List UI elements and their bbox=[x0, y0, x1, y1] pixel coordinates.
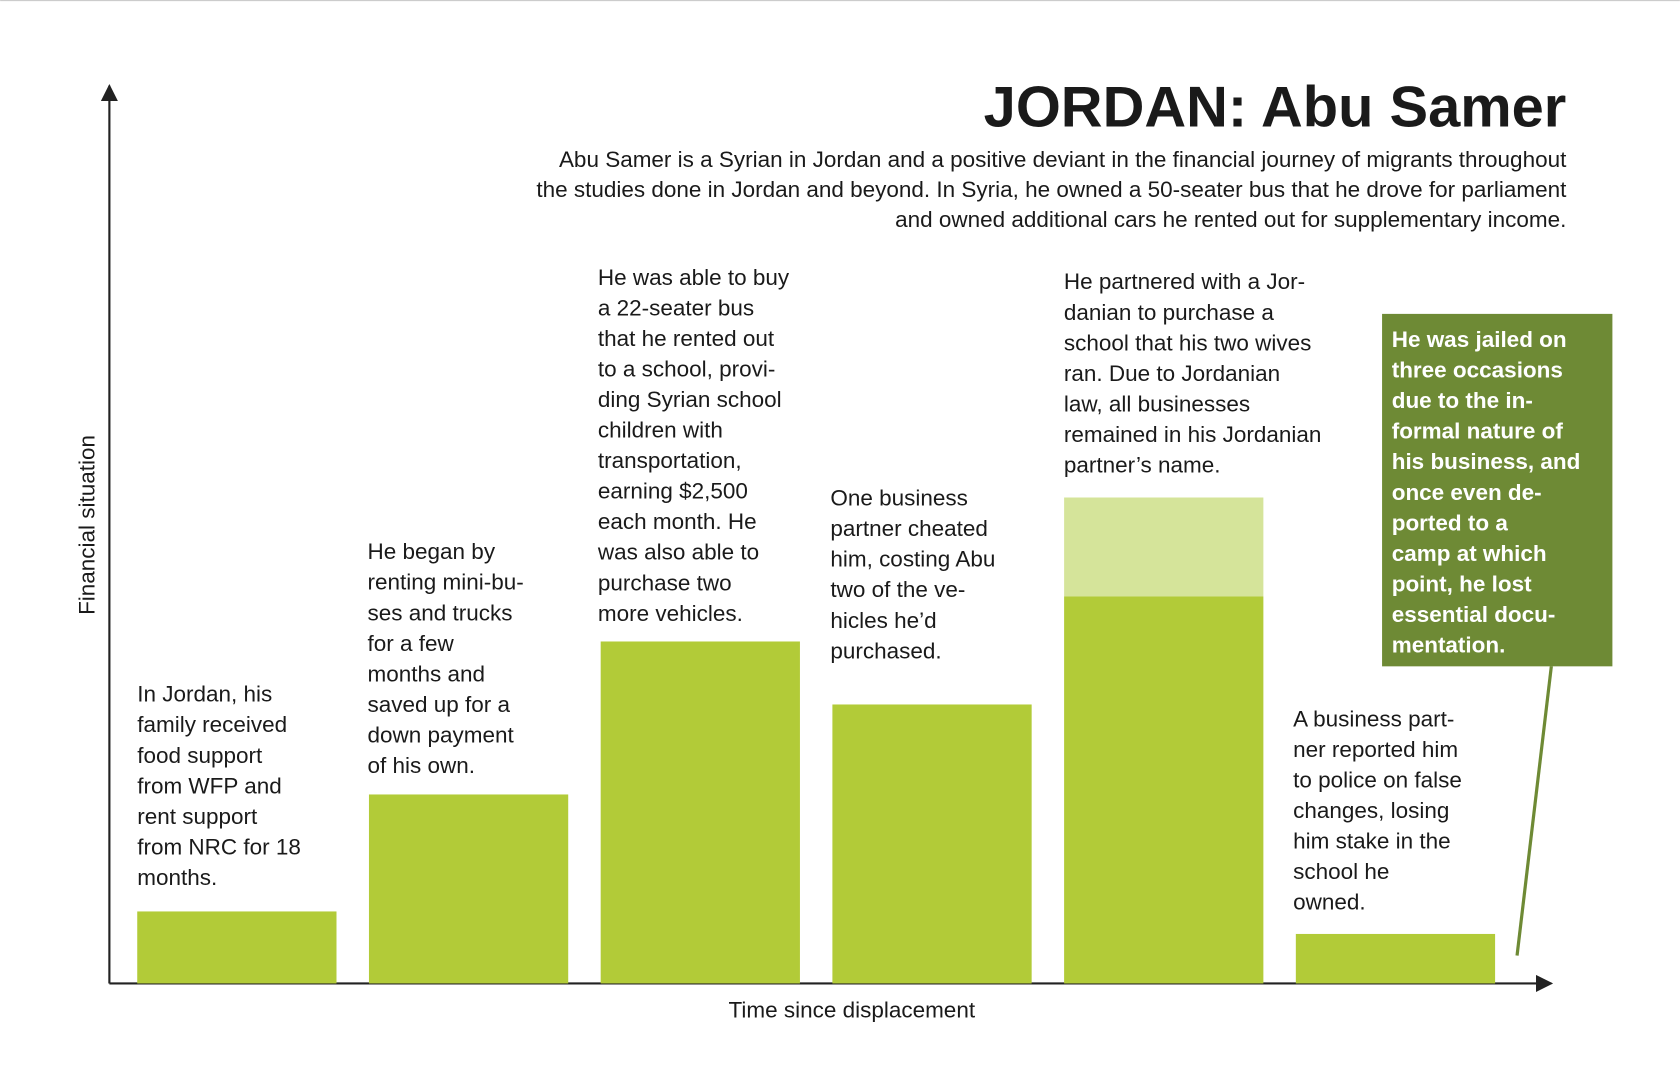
annotation-line: of his own. bbox=[368, 753, 475, 778]
annotation-line: remained in his Jordanian bbox=[1064, 422, 1321, 447]
annotation-line: two of the ve- bbox=[830, 577, 965, 602]
annotation-line: school he bbox=[1293, 859, 1389, 884]
annotation-line: for a few bbox=[368, 631, 455, 656]
callout-line: He was jailed on bbox=[1392, 327, 1567, 352]
callout-pointer bbox=[1515, 666, 1553, 956]
annotation-line: months. bbox=[137, 865, 217, 890]
annotation-line: ding Syrian school bbox=[598, 387, 782, 412]
annotation-line: children with bbox=[598, 418, 723, 443]
annotation-line: food support bbox=[137, 743, 263, 768]
callout-line: formal nature of bbox=[1392, 419, 1564, 444]
annotation-line: was also able to bbox=[597, 540, 759, 565]
annotation-line: family received bbox=[137, 712, 287, 737]
annotation-line: from NRC for 18 bbox=[137, 834, 301, 859]
annotation-line: purchased. bbox=[830, 638, 941, 663]
callout-line: ported to a bbox=[1392, 510, 1509, 535]
annotation-line: partner cheated bbox=[830, 516, 988, 541]
callout-line: his business, and bbox=[1392, 449, 1581, 474]
annotation-line: to a school, provi- bbox=[598, 357, 775, 382]
bar bbox=[1064, 497, 1264, 597]
annotation-line: school that his two wives bbox=[1064, 330, 1311, 355]
subtitle-line: and owned additional cars he rented out … bbox=[895, 207, 1566, 232]
annotation-line: He partnered with a Jor- bbox=[1064, 269, 1305, 294]
bar bbox=[368, 794, 569, 984]
annotation-line: law, all businesses bbox=[1064, 391, 1250, 416]
annotation-line: transportation, bbox=[598, 448, 742, 473]
annotation-line: that he rented out bbox=[598, 326, 775, 351]
annotation-line: partner’s name. bbox=[1064, 452, 1221, 477]
bar bbox=[137, 911, 337, 984]
annotation-line: changes, losing bbox=[1293, 798, 1449, 823]
annotation-line: He began by bbox=[368, 539, 496, 564]
annotation-line: ner reported him bbox=[1293, 737, 1458, 762]
bar bbox=[832, 704, 1032, 984]
callout-box bbox=[1382, 313, 1613, 667]
x-axis-label: Time since displacement bbox=[728, 998, 975, 1023]
annotation-line: each month. He bbox=[598, 509, 757, 534]
annotation-line: danian to purchase a bbox=[1064, 300, 1275, 325]
callout-line: three occasions bbox=[1392, 358, 1563, 383]
annotation-line: In Jordan, his bbox=[137, 682, 272, 707]
callout-line: due to the in- bbox=[1392, 388, 1533, 413]
annotation-line: He was able to buy bbox=[598, 265, 790, 290]
annotation-line: renting mini-bu- bbox=[368, 570, 524, 595]
callout-line: once even de- bbox=[1392, 480, 1542, 505]
annotation-line: ses and trucks bbox=[368, 600, 513, 625]
callout-line: point, he lost bbox=[1392, 571, 1532, 596]
annotation-line: owned. bbox=[1293, 890, 1366, 915]
bar bbox=[1295, 933, 1496, 984]
annotation-line: earning $2,500 bbox=[598, 479, 748, 504]
callout-line: essential docu- bbox=[1392, 602, 1556, 627]
annotation-line: down payment bbox=[368, 722, 515, 747]
callout-line: camp at which bbox=[1392, 541, 1547, 566]
annotation-line: from WFP and bbox=[137, 773, 282, 798]
bar bbox=[600, 641, 800, 984]
annotation-line: him stake in the bbox=[1293, 828, 1450, 853]
subtitle-line: the studies done in Jordan and beyond. I… bbox=[536, 177, 1567, 202]
annotation-line: hicles he’d bbox=[830, 608, 936, 633]
bar bbox=[1064, 596, 1264, 984]
chart-title: JORDAN: Abu Samer bbox=[984, 75, 1567, 139]
callout-line: mentation. bbox=[1392, 632, 1506, 657]
y-axis-label: Financial situation bbox=[74, 435, 99, 615]
annotation-line: more vehicles. bbox=[598, 601, 743, 626]
annotation-line: rent support bbox=[137, 804, 258, 829]
annotation-line: to police on false bbox=[1293, 767, 1462, 792]
annotation-line: ran. Due to Jordanian bbox=[1064, 361, 1280, 386]
subtitle-line: Abu Samer is a Syrian in Jordan and a po… bbox=[559, 147, 1567, 172]
annotation-line: One business bbox=[830, 486, 968, 511]
annotation-line: a 22-seater bus bbox=[598, 295, 754, 320]
annotation-line: him, costing Abu bbox=[830, 547, 995, 572]
annotation-line: months and bbox=[368, 661, 485, 686]
annotation-line: saved up for a bbox=[368, 692, 511, 717]
annotation-line: purchase two bbox=[598, 570, 732, 595]
annotation-line: A business part- bbox=[1293, 706, 1454, 731]
